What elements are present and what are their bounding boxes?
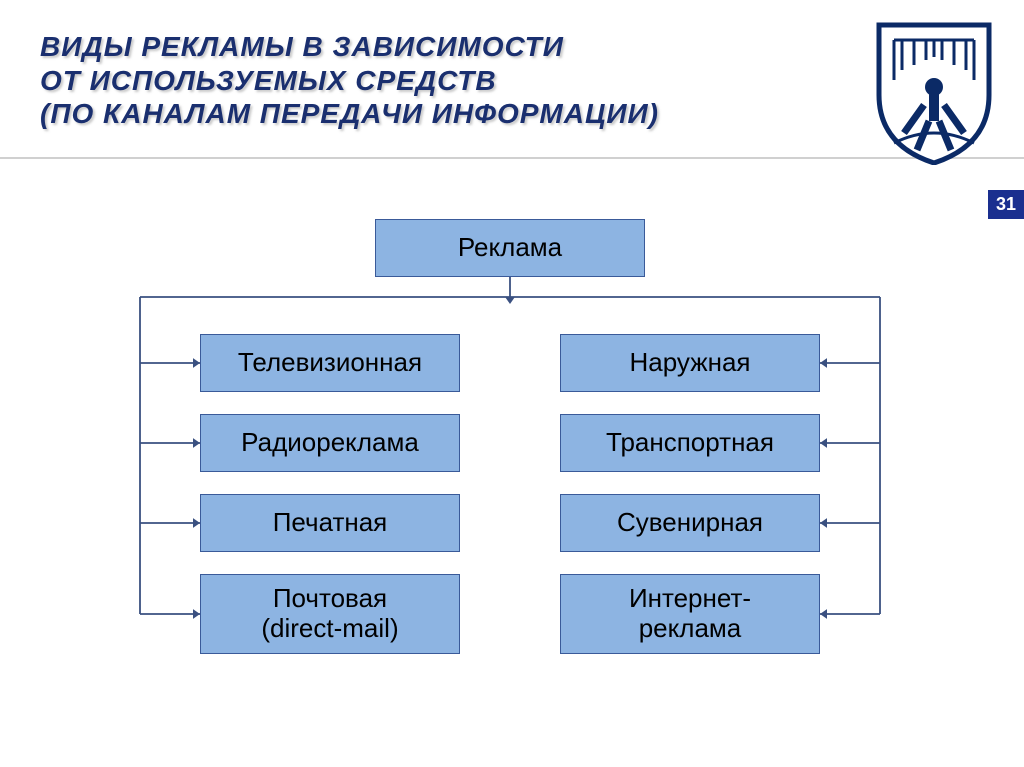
right-box-0: Наружная xyxy=(560,334,820,392)
right-box-2: Сувенирная xyxy=(560,494,820,552)
connector-arrows xyxy=(0,219,1024,719)
title-line-3: (ПО КАНАЛАМ ПЕРЕДАЧИ ИНФОРМАЦИИ) xyxy=(40,98,659,129)
diagram-area: Реклама Телевизионная Радиореклама Печатная… xyxy=(0,219,1024,719)
left-box-0: Телевизионная xyxy=(200,334,460,392)
left-box-3: Почтовая(direct-mail) xyxy=(200,574,460,654)
page-number-badge: 31 xyxy=(988,190,1024,219)
right-box-1: Транспортная xyxy=(560,414,820,472)
right-box-3: Интернет-реклама xyxy=(560,574,820,654)
title-line-1: ВИДЫ РЕКЛАМЫ В ЗАВИСИМОСТИ xyxy=(40,31,564,62)
left-box-2: Печатная xyxy=(200,494,460,552)
root-box: Реклама xyxy=(375,219,645,277)
slide-title: ВИДЫ РЕКЛАМЫ В ЗАВИСИМОСТИ ОТ ИСПОЛЬЗУЕМ… xyxy=(40,30,984,131)
title-line-2: ОТ ИСПОЛЬЗУЕМЫХ СРЕДСТВ xyxy=(40,65,497,96)
left-box-1: Радиореклама xyxy=(200,414,460,472)
shield-logo-icon xyxy=(869,15,999,165)
